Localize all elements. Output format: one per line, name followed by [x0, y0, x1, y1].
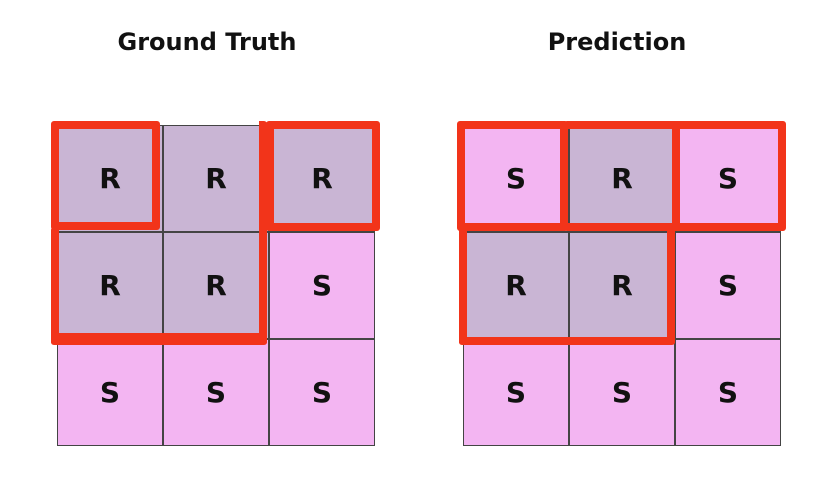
gt-cell-r2c1: R: [57, 232, 163, 339]
gt-cell-r2c2: R: [163, 232, 269, 339]
gt-cell-r1c2: R: [163, 125, 269, 232]
gt-cell-r3c1: S: [57, 339, 163, 446]
gt-cell-r3c2: S: [163, 339, 269, 446]
pred-cell-r2c2: R: [569, 232, 675, 339]
pred-cell-r1c1: S: [463, 125, 569, 232]
prediction-grid: S R S R R S S S S: [457, 121, 786, 447]
pred-cell-r3c3: S: [675, 339, 781, 446]
pred-cell-r3c1: S: [463, 339, 569, 446]
ground-truth-title: Ground Truth: [117, 28, 297, 56]
pred-cell-r2c1: R: [463, 232, 569, 339]
gt-cell-r2c3: S: [269, 232, 375, 339]
gt-cell-r1c3: R: [269, 125, 375, 232]
pred-cell-r1c3: S: [675, 125, 781, 232]
gt-cell-r1c1: R: [57, 125, 163, 232]
pred-cell-r2c3: S: [675, 232, 781, 339]
pred-cell-r1c2: R: [569, 125, 675, 232]
prediction-title: Prediction: [547, 28, 687, 56]
ground-truth-grid: R R R R R S S S S: [51, 121, 380, 447]
gt-cell-r3c3: S: [269, 339, 375, 446]
pred-cell-r3c2: S: [569, 339, 675, 446]
